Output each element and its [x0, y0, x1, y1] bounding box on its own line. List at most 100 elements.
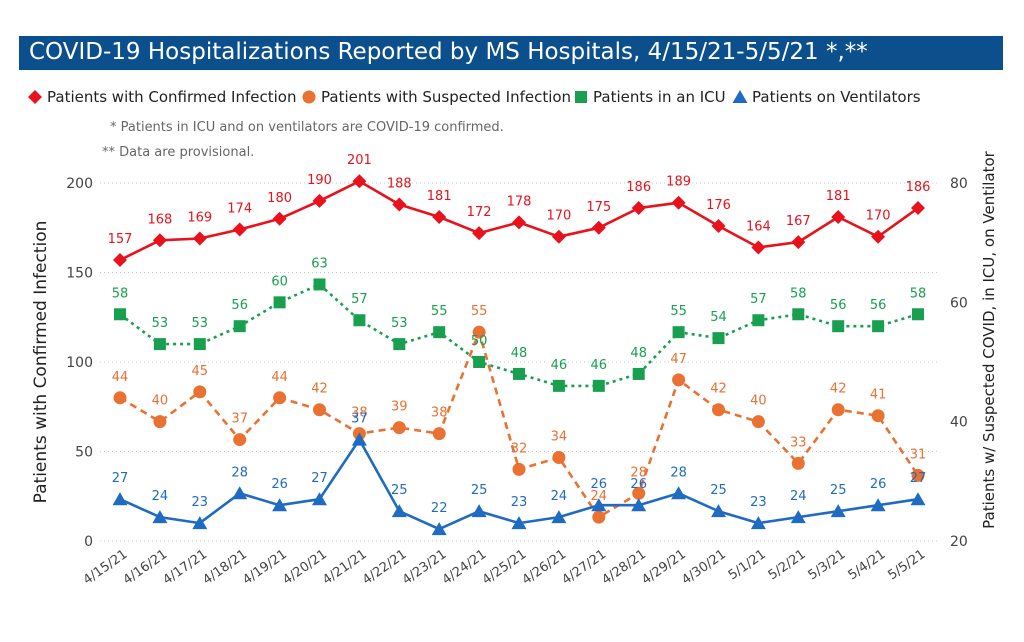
grid [100, 182, 940, 542]
data-point [791, 235, 806, 250]
legend-marker [575, 91, 587, 103]
data-point [712, 403, 725, 417]
series-markers [112, 174, 926, 536]
data-point [711, 504, 726, 518]
x-tick-label: 5/2/21 [766, 547, 809, 583]
data-label: 32 [511, 441, 528, 456]
data-point [672, 373, 686, 387]
data-point [272, 498, 288, 512]
data-point [631, 201, 646, 216]
y-tick-label: 50 [75, 445, 93, 461]
data-point [912, 308, 924, 321]
y2-tick-label: 80 [950, 176, 968, 192]
data-point [393, 338, 406, 351]
data-point [711, 218, 726, 233]
y2-tick-label: 40 [950, 415, 968, 431]
x-tick-label: 4/15/21 [81, 547, 131, 588]
data-label: 26 [591, 477, 608, 492]
data-label: 23 [511, 495, 528, 510]
data-label: 26 [630, 477, 647, 492]
data-label: 41 [870, 388, 887, 403]
y-axis-title: Patients with Confirmed Infection [31, 221, 51, 504]
data-label: 25 [710, 483, 727, 498]
x-tick-label: 5/4/21 [846, 547, 889, 583]
y-tick-label: 0 [84, 534, 93, 550]
data-point [112, 492, 128, 506]
data-label: 181 [427, 189, 452, 204]
x-tick-label: 4/23/21 [400, 547, 450, 588]
legend: Patients with Confirmed Infection Patient… [28, 88, 921, 106]
data-label: 27 [112, 471, 129, 486]
data-label: 178 [507, 194, 532, 209]
data-label: 180 [267, 191, 292, 206]
data-point [511, 516, 527, 530]
data-point [432, 210, 447, 225]
data-label: 55 [471, 304, 488, 319]
data-point [352, 174, 367, 189]
data-label: 44 [271, 370, 288, 385]
data-point [471, 504, 487, 518]
data-label: 34 [551, 429, 568, 444]
data-label: 63 [311, 256, 328, 271]
data-label: 28 [670, 465, 687, 480]
data-label: 22 [431, 501, 448, 516]
data-labels: 157 168 169 174 180 190 201 188 181 172 178 170 175 1… [108, 153, 931, 516]
data-point [391, 504, 407, 518]
data-label: 26 [870, 477, 887, 492]
data-label: 31 [910, 447, 927, 462]
data-label: 186 [626, 180, 651, 195]
data-point [911, 201, 925, 216]
note-provisional: ** Data are provisional. [102, 145, 255, 160]
data-point [512, 462, 526, 476]
x-tick-label: 4/17/21 [160, 547, 210, 588]
data-point [832, 320, 845, 333]
data-point [313, 403, 326, 417]
data-point [831, 403, 845, 417]
data-label: 201 [347, 153, 372, 168]
y2-axis-title: Patients w/ Suspected COVID, in ICU, on … [980, 150, 998, 529]
data-point [432, 427, 446, 441]
data-label: 56 [870, 298, 887, 313]
legend-label: Patients with Suspected Infection [321, 88, 571, 106]
data-label: 26 [271, 477, 288, 492]
data-label: 55 [670, 304, 687, 319]
legend-label: Patients in an ICU [593, 88, 726, 106]
data-point [751, 415, 765, 429]
data-point [153, 415, 167, 429]
data-point [552, 450, 566, 464]
data-label: 24 [790, 489, 807, 504]
data-label: 37 [231, 412, 248, 427]
data-label: 25 [391, 483, 408, 498]
data-point [870, 498, 886, 512]
x-tick-label: 4/28/21 [599, 547, 649, 588]
data-label: 50 [471, 334, 488, 349]
data-label: 164 [746, 219, 771, 234]
data-point [631, 498, 647, 512]
data-point [152, 233, 167, 248]
data-point [513, 367, 525, 380]
data-label: 175 [586, 200, 611, 215]
data-point [632, 486, 646, 500]
x-tick-label: 5/1/21 [726, 547, 769, 583]
y-tick-label: 200 [66, 176, 93, 192]
data-point [152, 510, 168, 524]
data-point [872, 320, 885, 333]
data-label: 24 [551, 489, 568, 504]
data-point [313, 278, 326, 291]
data-point [273, 296, 286, 309]
data-point [473, 356, 486, 368]
data-point [233, 433, 247, 447]
data-label: 25 [830, 483, 847, 498]
data-label: 37 [351, 412, 368, 427]
data-label: 42 [830, 382, 847, 397]
data-label: 58 [112, 286, 129, 301]
data-label: 48 [511, 346, 528, 361]
x-tick-label: 4/16/21 [121, 547, 171, 588]
data-point [433, 326, 446, 339]
x-tick-label: 5/3/21 [806, 547, 849, 583]
x-tick-label: 4/30/21 [679, 547, 729, 588]
data-label: 176 [706, 198, 731, 213]
data-label: 60 [271, 274, 288, 289]
data-point [871, 229, 886, 244]
